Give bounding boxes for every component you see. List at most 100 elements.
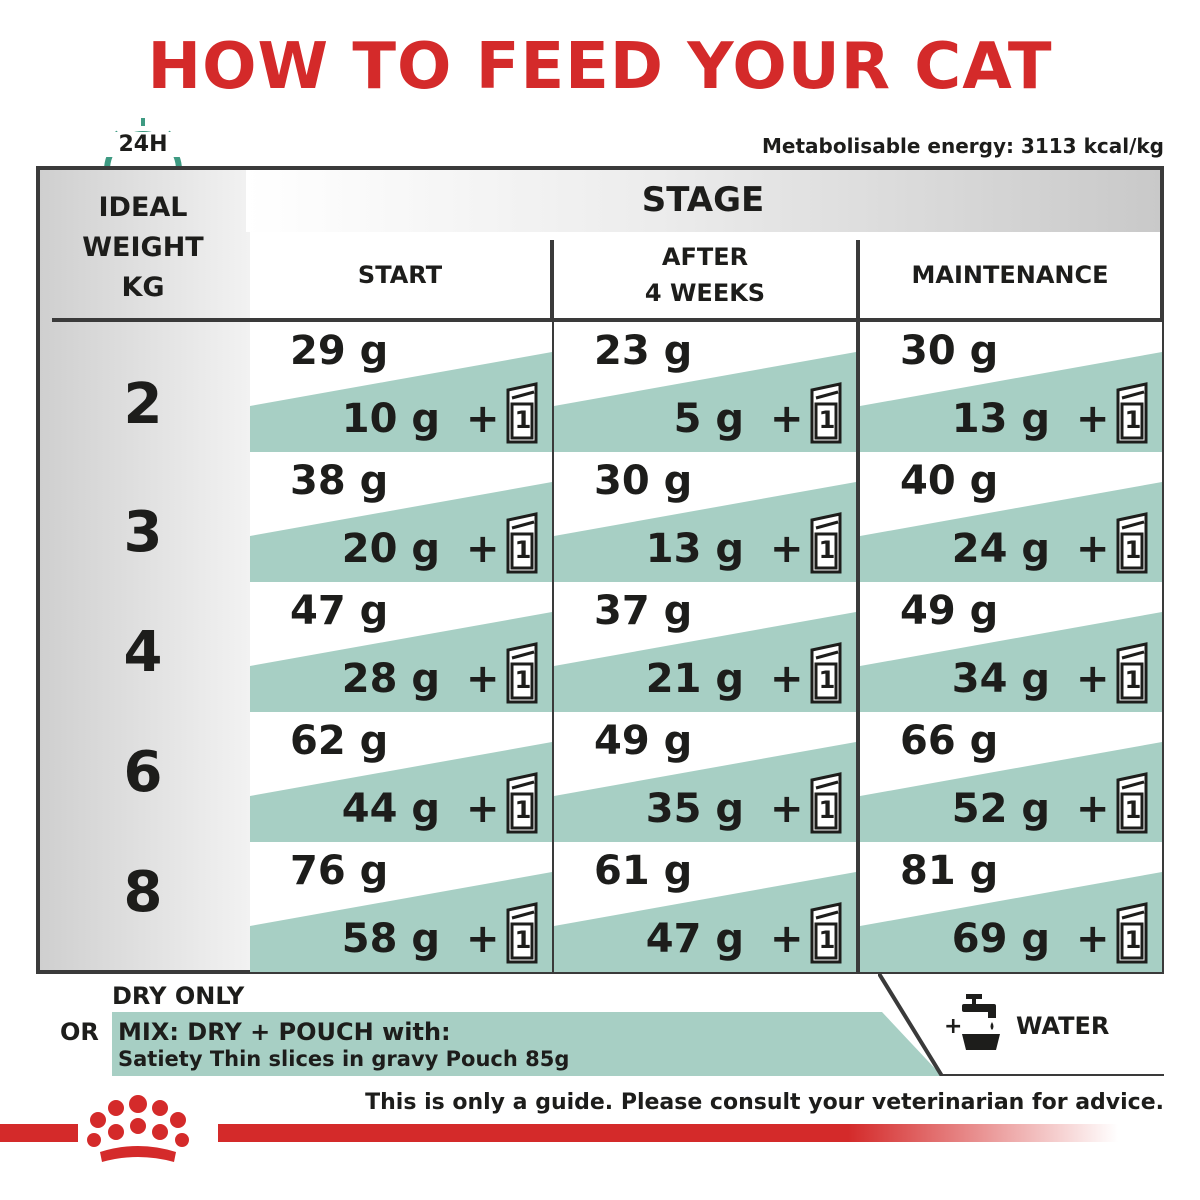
column-header-label: START xyxy=(357,261,443,289)
mix-dry-amount: 52 g xyxy=(951,786,1050,832)
legend-dry-only: DRY ONLY xyxy=(112,982,245,1010)
feeding-cell: 62 g 44 g +1 xyxy=(250,712,552,842)
stage-band xyxy=(246,170,1160,232)
mix-dry-amount: 24 g xyxy=(951,526,1050,572)
legend-or: OR xyxy=(60,1018,99,1046)
mix-dry-amount: 5 g xyxy=(673,396,744,442)
dry-only-amount: 49 g xyxy=(594,718,693,764)
dry-only-amount: 47 g xyxy=(290,588,389,634)
plus-sign: + xyxy=(466,656,500,702)
feeding-cell: 29 g 10 g +1 xyxy=(250,322,552,452)
column-header-maintenance: MAINTENANCE xyxy=(860,232,1160,318)
legend-pouch-name: Satiety Thin slices in gravy Pouch 85g xyxy=(118,1047,570,1071)
pouch-icon xyxy=(808,380,844,448)
pouch-count: 1 xyxy=(818,536,836,564)
feeding-cell: 49 g 34 g +1 xyxy=(860,582,1162,712)
pouch-icon xyxy=(504,510,540,578)
dry-only-amount: 29 g xyxy=(290,328,389,374)
plus-sign: + xyxy=(466,786,500,832)
water-label: WATER xyxy=(1016,1012,1110,1040)
pouch-count: 1 xyxy=(818,666,836,694)
mix-dry-amount: 58 g xyxy=(341,916,440,962)
weight-header-line: WEIGHT xyxy=(82,232,204,263)
weight-header-line: IDEAL xyxy=(98,192,188,223)
mix-band xyxy=(554,482,856,582)
column-header-after-4-weeks: AFTER 4 WEEKS xyxy=(554,232,856,318)
mix-band xyxy=(860,872,1162,972)
mix-dry-amount: 34 g xyxy=(951,656,1050,702)
feeding-cell: 61 g 47 g +1 xyxy=(554,842,856,972)
mix-band xyxy=(860,612,1162,712)
pouch-icon xyxy=(1114,900,1150,968)
dry-only-amount: 62 g xyxy=(290,718,389,764)
dry-only-amount: 30 g xyxy=(594,458,693,504)
pouch-icon xyxy=(808,770,844,838)
plus-sign: + xyxy=(770,786,804,832)
column-divider xyxy=(856,240,860,970)
pouch-count: 1 xyxy=(514,536,532,564)
pouch-count: 1 xyxy=(1124,926,1142,954)
feeding-cell: 49 g 35 g +1 xyxy=(554,712,856,842)
mix-band xyxy=(860,742,1162,842)
disclaimer: This is only a guide. Please consult you… xyxy=(365,1090,1164,1115)
mix-dry-amount: 47 g xyxy=(645,916,744,962)
dry-only-amount: 37 g xyxy=(594,588,693,634)
pouch-count: 1 xyxy=(1124,796,1142,824)
plus-sign: + xyxy=(1076,396,1110,442)
column-header-label: AFTER 4 WEEKS xyxy=(644,243,766,307)
pouch-icon xyxy=(808,900,844,968)
mix-band xyxy=(860,482,1162,582)
page-title: HOW TO FEED YOUR CAT xyxy=(147,30,1053,104)
footer-red-bar-right xyxy=(218,1124,1118,1142)
weight-value: 3 xyxy=(123,500,163,565)
water-box xyxy=(878,972,1164,1076)
mix-dry-amount: 69 g xyxy=(951,916,1050,962)
weight-value: 8 xyxy=(123,860,163,925)
feeding-cell: 30 g 13 g +1 xyxy=(860,322,1162,452)
footer-red-bar-left xyxy=(0,1124,78,1142)
feeding-cell: 38 g 20 g +1 xyxy=(250,452,552,582)
pouch-icon xyxy=(504,900,540,968)
feeding-cell: 66 g 52 g +1 xyxy=(860,712,1162,842)
pouch-icon xyxy=(808,510,844,578)
mix-dry-amount: 10 g xyxy=(341,396,440,442)
pouch-count: 1 xyxy=(1124,536,1142,564)
weight-header-line: KG xyxy=(121,272,165,303)
plus-sign: + xyxy=(466,526,500,572)
pouch-count: 1 xyxy=(1124,406,1142,434)
dry-only-amount: 40 g xyxy=(900,458,999,504)
mix-band xyxy=(860,352,1162,452)
pouch-count: 1 xyxy=(514,666,532,694)
column-header-start: START xyxy=(250,232,550,318)
plus-sign: + xyxy=(770,396,804,442)
mix-band xyxy=(554,872,856,972)
mix-dry-amount: 13 g xyxy=(951,396,1050,442)
mix-band xyxy=(250,612,552,712)
pouch-icon xyxy=(504,640,540,708)
mix-dry-amount: 28 g xyxy=(341,656,440,702)
pouch-icon xyxy=(1114,770,1150,838)
pouch-count: 1 xyxy=(818,926,836,954)
weight-value: 6 xyxy=(123,740,163,805)
feeding-cell: 81 g 69 g +1 xyxy=(860,842,1162,972)
dry-only-amount: 23 g xyxy=(594,328,693,374)
plus-sign: + xyxy=(770,656,804,702)
plus-sign: + xyxy=(770,526,804,572)
mix-band xyxy=(554,742,856,842)
mix-band xyxy=(554,352,856,452)
mix-dry-amount: 44 g xyxy=(341,786,440,832)
header-divider xyxy=(52,318,1160,322)
clock-24h-label: 24H xyxy=(106,132,180,157)
stage-header: STAGE xyxy=(641,180,765,220)
mix-dry-amount: 21 g xyxy=(645,656,744,702)
plus-sign: + xyxy=(466,916,500,962)
feeding-cell: 37 g 21 g +1 xyxy=(554,582,856,712)
mix-dry-amount: 35 g xyxy=(645,786,744,832)
mix-band xyxy=(250,482,552,582)
legend-mix: MIX: DRY + POUCH with: xyxy=(118,1018,451,1046)
plus-sign: + xyxy=(770,916,804,962)
pouch-count: 1 xyxy=(1124,666,1142,694)
royal-canin-crown-logo xyxy=(87,1095,189,1162)
column-header-label: MAINTENANCE xyxy=(911,261,1109,289)
pouch-icon xyxy=(1114,510,1150,578)
